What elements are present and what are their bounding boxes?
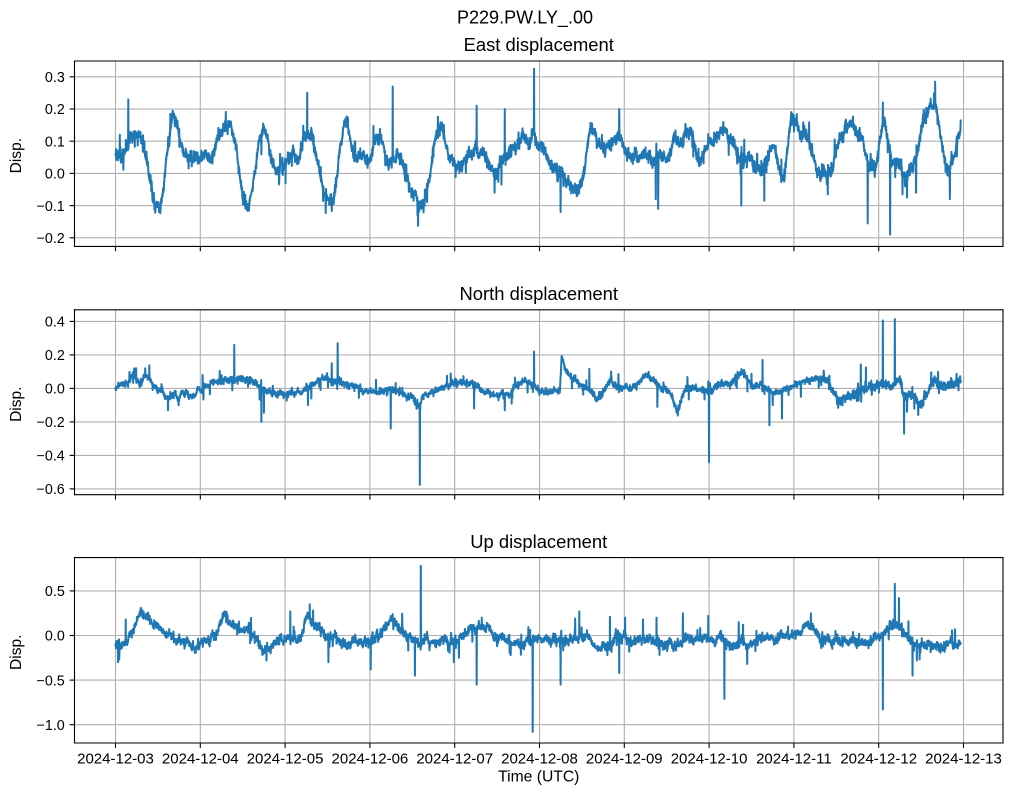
svg-text:−0.6: −0.6 [37,482,65,498]
svg-text:2024-12-07: 2024-12-07 [416,751,493,768]
svg-text:−0.1: −0.1 [37,199,65,215]
svg-text:0.4: 0.4 [45,315,65,331]
svg-text:0.1: 0.1 [45,134,65,150]
svg-text:−1.0: −1.0 [37,718,65,734]
svg-text:0.2: 0.2 [45,348,65,364]
svg-text:2024-12-09: 2024-12-09 [586,751,663,768]
svg-text:−0.2: −0.2 [37,415,65,431]
svg-text:East displacement: East displacement [464,34,614,55]
svg-text:2024-12-10: 2024-12-10 [671,751,748,768]
svg-text:0.0: 0.0 [45,382,65,398]
svg-text:2024-12-04: 2024-12-04 [162,751,239,768]
svg-text:North displacement: North displacement [460,283,618,304]
svg-text:0.5: 0.5 [45,584,65,600]
svg-text:2024-12-08: 2024-12-08 [501,751,578,768]
svg-text:2024-12-12: 2024-12-12 [840,751,917,768]
svg-text:−0.5: −0.5 [37,673,65,689]
svg-text:2024-12-06: 2024-12-06 [332,751,409,768]
svg-text:2024-12-03: 2024-12-03 [77,751,154,768]
svg-text:Time (UTC): Time (UTC) [498,768,579,785]
svg-text:0.3: 0.3 [45,70,65,86]
svg-text:2024-12-13: 2024-12-13 [925,751,1002,768]
svg-text:P229.PW.LY_.00: P229.PW.LY_.00 [457,7,593,28]
svg-text:0.2: 0.2 [45,102,65,118]
svg-text:Disp.: Disp. [8,138,25,173]
svg-text:−0.2: −0.2 [37,231,65,247]
svg-text:2024-12-05: 2024-12-05 [247,751,324,768]
svg-text:Disp.: Disp. [8,386,25,421]
svg-text:Disp.: Disp. [8,635,25,670]
svg-text:−0.4: −0.4 [37,449,65,465]
svg-text:Up displacement: Up displacement [470,531,607,552]
svg-text:0.0: 0.0 [45,167,65,183]
svg-text:2024-12-11: 2024-12-11 [756,751,832,768]
svg-text:0.0: 0.0 [45,629,65,645]
